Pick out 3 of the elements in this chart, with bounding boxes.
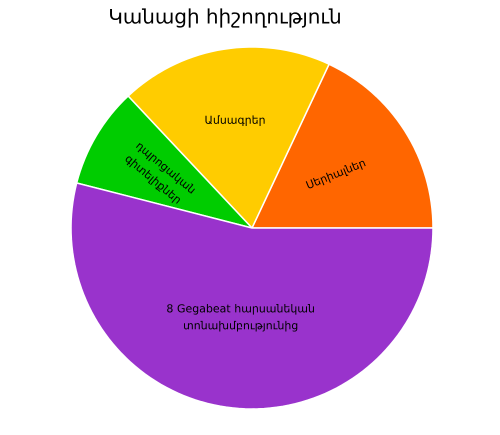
chart-title: Կանացի հիշողություն <box>110 8 340 28</box>
slice-label: Ամսագրեր <box>205 115 265 126</box>
slice-label: 8 Gegabeat հարսանեկան տոնախմբությունից <box>167 304 314 332</box>
